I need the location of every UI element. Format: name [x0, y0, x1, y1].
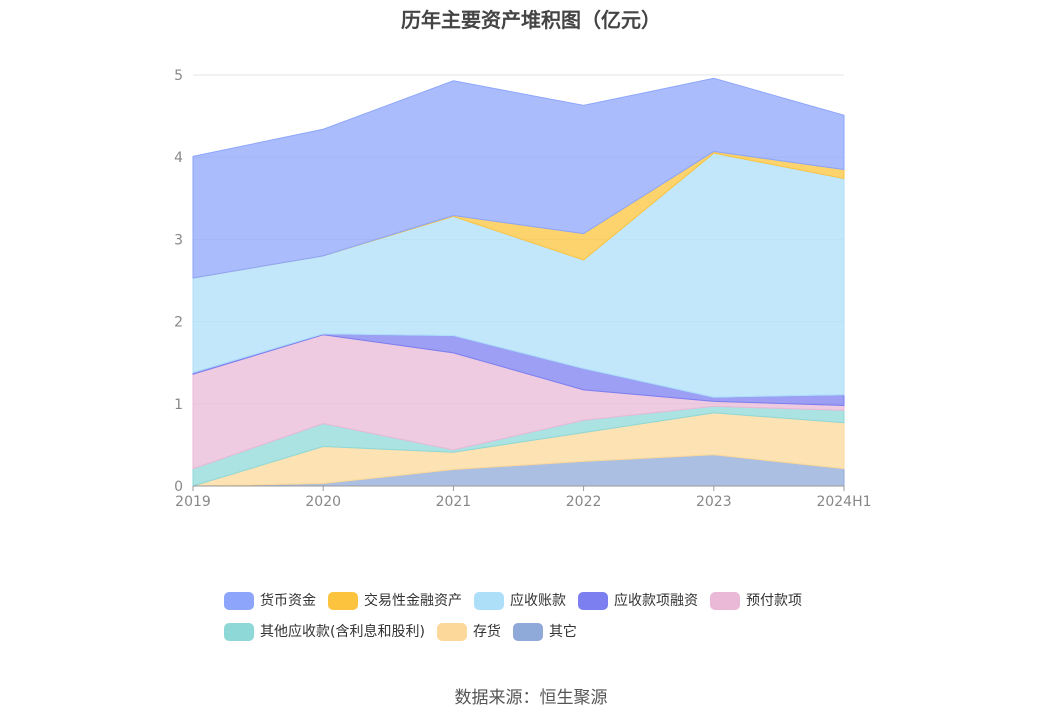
- x-tick-label: 2024H1: [816, 494, 871, 510]
- y-tick-label: 0: [174, 479, 183, 495]
- legend-swatch: [436, 623, 467, 641]
- legend-label: 货币资金: [260, 593, 316, 609]
- legend-swatch: [328, 592, 358, 610]
- legend-label: 存货: [472, 624, 501, 640]
- legend-item[interactable]: 预付款项: [710, 591, 802, 611]
- legend-item[interactable]: 存货: [436, 622, 501, 642]
- x-tick-label: 2023: [696, 494, 732, 510]
- chart-title: 历年主要资产堆积图（亿元）: [401, 8, 661, 32]
- legend-item[interactable]: 其它: [512, 622, 577, 642]
- source-note: 数据来源：恒生聚源: [454, 688, 608, 708]
- legend-swatch: [578, 592, 608, 610]
- legend-label: 交易性金融资产: [364, 593, 462, 609]
- axis-layer: 0 1 2 3 4 5 2019 2020 2021 2022 2023 2024H1: [174, 68, 871, 510]
- legend: 货币资金 交易性金融资产 应收账款 应收款项融资 预付款项其他应收款(含利息和股利) 存货…: [224, 590, 864, 652]
- legend-item[interactable]: 交易性金融资产: [328, 591, 462, 611]
- legend-swatch: [512, 623, 543, 641]
- legend-label: 其他应收款(含利息和股利): [260, 624, 425, 640]
- area-layer: [192, 77, 845, 487]
- y-tick-label: 5: [174, 68, 183, 84]
- legend-item[interactable]: 货币资金: [224, 591, 316, 611]
- area-series-7[interactable]: [192, 77, 845, 279]
- y-tick-label: 2: [174, 315, 183, 331]
- legend-swatch: [710, 592, 740, 610]
- y-tick-label: 3: [174, 232, 183, 248]
- legend-swatch: [474, 592, 504, 610]
- legend-swatch: [224, 623, 254, 641]
- legend-label: 应收账款: [510, 593, 566, 609]
- legend-item[interactable]: 应收款项融资: [578, 591, 698, 611]
- legend-label: 其它: [548, 624, 577, 640]
- x-tick-label: 2021: [436, 494, 472, 510]
- x-tick-label: 2022: [566, 494, 602, 510]
- legend-item[interactable]: 其他应收款(含利息和股利): [224, 622, 425, 642]
- y-tick-label: 1: [174, 397, 183, 413]
- legend-label: 预付款项: [746, 593, 802, 609]
- legend-label: 应收款项融资: [614, 593, 698, 609]
- y-tick-label: 4: [174, 150, 183, 166]
- legend-swatch: [224, 592, 254, 610]
- legend-item[interactable]: 应收账款: [474, 591, 566, 611]
- x-tick-label: 2019: [175, 494, 211, 510]
- x-tick-label: 2020: [305, 494, 341, 510]
